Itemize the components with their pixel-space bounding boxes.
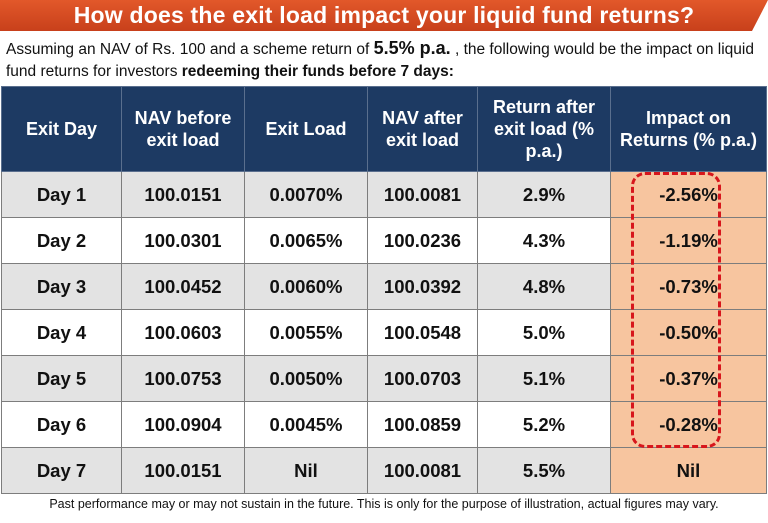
intro-bold: redeeming their funds before 7 days: [181,63,454,80]
page-title: How does the exit load impact your liqui… [73,2,695,28]
cell-nav-before: 100.0151 [121,171,245,218]
header-nav-after: NAV after exit load [367,86,478,172]
cell-nav-after: 100.0081 [367,171,478,218]
cell-exit-day: Day 3 [1,263,122,310]
header-nav-before: NAV before exit load [121,86,245,172]
cell-exit-load: 0.0070% [244,171,368,218]
cell-exit-load: Nil [244,447,368,494]
cell-nav-before: 100.0603 [121,309,245,356]
cell-exit-load: 0.0055% [244,309,368,356]
cell-exit-load: 0.0060% [244,263,368,310]
disclaimer-footnote: Past performance may or may not sustain … [49,497,719,511]
cell-impact: -0.50% [610,309,767,356]
cell-exit-day: Day 7 [1,447,122,494]
cell-exit-day: Day 2 [1,217,122,264]
cell-exit-day: Day 4 [1,309,122,356]
table-row: Day 7 100.0151 Nil 100.0081 5.5% Nil [1,447,767,494]
cell-nav-before: 100.0301 [121,217,245,264]
header-exit-load: Exit Load [244,86,368,172]
cell-return-after: 5.0% [477,309,611,356]
cell-return-after: 4.3% [477,217,611,264]
header-exit-day: Exit Day [1,86,122,172]
cell-return-after: 5.1% [477,355,611,402]
cell-exit-day: Day 5 [1,355,122,402]
cell-return-after: 5.5% [477,447,611,494]
cell-exit-load: 0.0050% [244,355,368,402]
cell-nav-before: 100.0753 [121,355,245,402]
cell-nav-after: 100.0392 [367,263,478,310]
cell-return-after: 2.9% [477,171,611,218]
cell-nav-after: 100.0703 [367,355,478,402]
intro-text: Assuming an NAV of Rs. 100 and a scheme … [6,37,762,83]
table-row: Day 3 100.0452 0.0060% 100.0392 4.8% -0.… [1,263,767,310]
cell-exit-load: 0.0065% [244,217,368,264]
cell-nav-before: 100.0151 [121,447,245,494]
cell-nav-before: 100.0904 [121,401,245,448]
cell-impact: -0.37% [610,355,767,402]
table-header-row: Exit Day NAV before exit load Exit Load … [1,86,767,172]
intro-part1: Assuming an NAV of Rs. 100 and a scheme … [6,41,374,58]
table-row: Day 6 100.0904 0.0045% 100.0859 5.2% -0.… [1,401,767,448]
cell-impact: Nil [610,447,767,494]
table-row: Day 1 100.0151 0.0070% 100.0081 2.9% -2.… [1,171,767,218]
table-row: Day 4 100.0603 0.0055% 100.0548 5.0% -0.… [1,309,767,356]
cell-exit-day: Day 6 [1,401,122,448]
cell-return-after: 5.2% [477,401,611,448]
table-row: Day 2 100.0301 0.0065% 100.0236 4.3% -1.… [1,217,767,264]
header-return-after: Return after exit load (% p.a.) [477,86,611,172]
cell-return-after: 4.8% [477,263,611,310]
exit-load-table: Exit Day NAV before exit load Exit Load … [1,86,767,494]
cell-impact: -0.28% [610,401,767,448]
cell-nav-after: 100.0081 [367,447,478,494]
cell-nav-after: 100.0236 [367,217,478,264]
intro-part2: , the following would be the impact on l… [6,41,754,80]
cell-impact: -1.19% [610,217,767,264]
table-row: Day 5 100.0753 0.0050% 100.0703 5.1% -0.… [1,355,767,402]
title-banner [0,0,768,31]
cell-nav-after: 100.0548 [367,309,478,356]
cell-impact: -2.56% [610,171,767,218]
cell-exit-day: Day 1 [1,171,122,218]
cell-nav-after: 100.0859 [367,401,478,448]
scheme-return-highlight: 5.5% p.a. [373,38,451,58]
header-impact: Impact on Returns (% p.a.) [610,86,767,172]
cell-exit-load: 0.0045% [244,401,368,448]
cell-impact: -0.73% [610,263,767,310]
cell-nav-before: 100.0452 [121,263,245,310]
